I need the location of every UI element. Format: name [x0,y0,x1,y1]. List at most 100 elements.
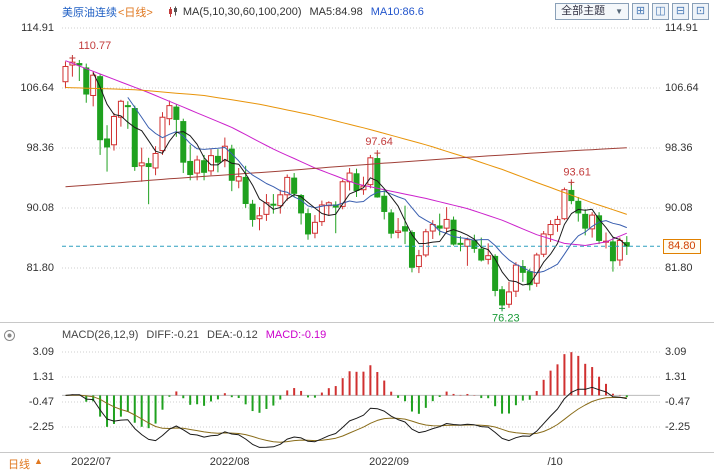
price-marker-cross [568,179,575,186]
candle-body [450,219,457,245]
layout-grid-icon[interactable]: ⊞ [632,3,649,20]
period-tag[interactable]: <日线> [118,7,153,19]
candle-body [97,76,104,141]
layout-split-horizontal-icon[interactable]: ⊟ [672,3,689,20]
candle-body [90,74,97,96]
candle-body [561,189,568,220]
candle-body [540,233,547,255]
candle-body [408,231,415,268]
candle-body [76,63,83,66]
price-axis-label-left: 114.91 [21,22,54,34]
toolbar-controls: 全部主题 ▼ ⊞ ◫ ⊟ ⊡ [555,3,709,20]
ma-line-ma200 [65,147,627,188]
symbol-name: 美原油连续 [62,7,117,19]
macd-axis-label-right: 1.31 [665,371,687,383]
candle-body [623,242,630,247]
macd-diff-line [65,386,627,448]
candle-body [110,116,117,146]
price-annotation: 76.23 [492,312,520,324]
candle-body [443,218,450,229]
candle-body [388,212,395,234]
candle-body [499,289,506,306]
price-axis-label-left: 98.36 [26,141,54,154]
date-axis-label: 2022/07 [71,456,111,468]
date-axis-label: 2022/08 [209,456,250,468]
candle-body [62,65,69,83]
candle-body [131,108,138,168]
ma-line-ma100 [65,87,627,215]
candle-body [464,239,471,247]
candle-body [415,255,422,268]
candle-body [145,163,152,168]
candle-body [235,176,242,182]
price-marker-cross [69,55,76,62]
candle-body [616,239,623,261]
candle-body [402,226,409,232]
ma-line-ma5 [92,72,628,286]
candle-body [194,159,201,174]
candle-body [457,242,464,245]
last-price-tag: 84.80 [663,239,701,254]
price-marker-cross [499,305,506,312]
candle-body [83,67,90,95]
candle-body [505,291,512,305]
candle-body [228,148,235,181]
price-annotation: 110.77 [78,40,111,52]
candle-body [256,215,263,220]
candle-body [609,241,616,262]
macd-macd-value: MACD:-0.19 [265,329,327,341]
ma-settings-label: MA(5,10,30,60,100,200) [182,6,302,18]
price-annotation: 93.61 [563,166,591,178]
candle-body [436,225,443,229]
price-axis-label-left: 90.08 [26,201,54,214]
candle-body [374,158,381,198]
candle-body [305,213,312,235]
candle-body [263,202,270,215]
candle-body [533,254,540,284]
candle-body [249,203,256,220]
candle-body [582,213,589,229]
candle-body [270,203,277,206]
candle-body [173,106,180,120]
macd-axis-label-left: 3.09 [32,346,54,359]
candle-body [187,160,194,175]
candle-body [339,181,346,207]
period-toggle[interactable]: 日线 ▲ [8,456,43,471]
candle-body [298,195,305,214]
candle-body [575,200,582,214]
candle-body [221,145,228,162]
macd-axis-label-right: 3.09 [665,346,687,359]
candle-body [180,121,187,163]
candle-body [124,105,131,108]
layout-single-icon[interactable]: ⊡ [692,3,709,20]
ma-line-ma30 [65,60,627,246]
candle-body [596,215,603,241]
candle-body [152,152,159,169]
ma-line-ma10 [127,97,627,274]
date-axis-label: /10 [547,456,563,468]
candle-body [117,100,124,118]
price-axis-label-right: 81.80 [665,262,693,274]
candle-body [526,271,533,286]
price-axis-label-right: 114.91 [665,22,698,34]
price-annotation: 97.64 [365,136,393,148]
price-axis-label-left: 106.64 [20,81,54,94]
triangle-up-icon: ▲ [34,456,43,466]
macd-axis-label-left: -2.25 [28,420,54,433]
price-axis-label-right: 90.08 [665,201,693,214]
price-axis-label-right: 98.36 [665,141,693,154]
themes-dropdown[interactable]: 全部主题 ▼ [555,3,629,20]
macd-axis-label-right: -2.25 [665,420,691,433]
candle-body [138,162,145,167]
candle-body [104,138,111,148]
candle-body [519,266,526,273]
candle-body [159,116,166,152]
candle-body [478,248,485,261]
layout-split-vertical-icon[interactable]: ◫ [652,3,669,20]
macd-dea-value: DEA:-0.12 [207,329,258,341]
macd-axis-label-left: 1.31 [32,371,54,383]
candle-body [166,105,173,120]
macd-indicator-icon[interactable] [4,330,15,341]
